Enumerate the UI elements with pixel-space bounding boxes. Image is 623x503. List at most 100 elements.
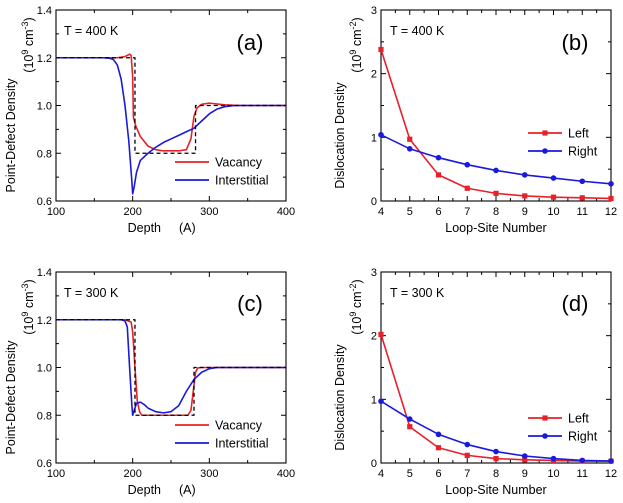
- x-axis-label: Depth: [128, 221, 161, 235]
- data-point-left: [407, 424, 413, 430]
- series-line-vacancy: [56, 318, 286, 417]
- y-unit-part: -3: [20, 283, 30, 291]
- y-unit-part: (10: [350, 317, 364, 335]
- y-tick-label: 1.4: [37, 267, 52, 279]
- legend-label-left: Left: [568, 127, 589, 141]
- x-tick-label: 12: [605, 468, 617, 480]
- data-point-right: [493, 167, 499, 174]
- y-unit-part: cm: [350, 29, 364, 49]
- x-tick-label: 400: [277, 468, 295, 480]
- x-tick-label: 4: [378, 206, 384, 218]
- series-line-profile: [56, 319, 286, 416]
- y-tick-label: 2: [371, 331, 377, 343]
- data-point-left: [435, 445, 442, 451]
- y-unit-part: -2: [348, 21, 358, 29]
- y-axis-unit: (109 cm-2): [348, 17, 364, 72]
- legend-marker: [542, 433, 548, 439]
- legend-label-right: Right: [568, 430, 598, 444]
- data-point-right: [608, 181, 614, 187]
- data-point-right: [406, 145, 413, 152]
- x-axis-label: Loop-Site Number: [445, 483, 546, 497]
- y-tick-label: 1.0: [37, 363, 52, 375]
- y-unit-part: cm: [22, 29, 36, 49]
- x-tick-label: 5: [407, 468, 413, 480]
- data-point-right: [579, 178, 586, 185]
- y-tick-label: 3: [371, 267, 377, 279]
- data-point-left: [435, 172, 442, 178]
- legend-marker: [542, 415, 548, 421]
- x-axis-unit: (A): [179, 483, 196, 497]
- data-point-left: [464, 452, 470, 458]
- x-axis-label: Depth: [128, 483, 161, 497]
- series-line-right: [381, 134, 611, 185]
- x-tick-label: 300: [200, 468, 218, 480]
- x-tick-label: 6: [435, 206, 441, 218]
- data-point-right: [406, 416, 413, 422]
- series-line-profile: [56, 57, 286, 154]
- y-axis-unit: (109 cm-3): [20, 17, 36, 72]
- x-tick-label: 8: [493, 206, 499, 218]
- legend-marker: [542, 148, 548, 154]
- x-tick-label: 400: [277, 206, 295, 218]
- data-point-left: [522, 457, 528, 463]
- data-point-right: [378, 131, 384, 138]
- x-tick-label: 100: [47, 468, 65, 480]
- legend-marker: [542, 130, 548, 136]
- y-tick-label: 0.8: [37, 148, 52, 160]
- x-tick-label: 200: [123, 206, 141, 218]
- y-axis-label: Dislocation Density: [333, 82, 347, 189]
- data-point-right: [608, 458, 614, 464]
- y-tick-label: 1.2: [37, 315, 52, 327]
- temperature-label: T = 300 K: [64, 286, 119, 300]
- series-line-vacancy: [56, 53, 286, 152]
- x-tick-label: 9: [522, 206, 528, 218]
- y-unit-part: 9: [20, 50, 30, 55]
- y-unit-part: cm: [350, 291, 364, 311]
- y-unit-part: ): [22, 279, 36, 283]
- y-unit-part: (10: [22, 55, 36, 73]
- x-tick-label: 11: [577, 468, 588, 480]
- x-tick-label: 7: [464, 206, 470, 218]
- series-line-interstitial: [56, 318, 286, 417]
- y-unit-part: -2: [348, 283, 358, 291]
- y-tick-label: 0.6: [37, 196, 52, 208]
- data-point-left: [522, 193, 528, 199]
- data-point-right: [521, 172, 528, 178]
- y-tick-label: 1: [371, 394, 377, 406]
- temperature-label: T = 400 K: [390, 24, 445, 38]
- legend-label-interstitial: Interstitial: [215, 174, 269, 188]
- x-tick-label: 6: [435, 468, 441, 480]
- x-tick-label: 200: [123, 468, 141, 480]
- data-point-left: [378, 46, 384, 53]
- y-unit-part: ): [350, 17, 364, 21]
- y-unit-part: (10: [350, 55, 364, 73]
- data-point-left: [493, 455, 499, 462]
- panel-label: (d): [562, 291, 589, 316]
- x-tick-label: 11: [577, 206, 588, 218]
- y-unit-part: 9: [348, 312, 358, 317]
- data-point-right: [579, 457, 586, 464]
- y-tick-label: 0: [371, 458, 377, 470]
- legend-label-interstitial: Interstitial: [215, 437, 269, 451]
- chart-panel-c: 100 200 300 400 0.6 0.8 1.0 1.2 1.4 Vacancy Inters…: [4, 267, 295, 497]
- legend-label-left: Left: [568, 412, 589, 426]
- data-point-left: [493, 190, 499, 196]
- data-point-left: [608, 195, 614, 202]
- data-point-left: [550, 194, 557, 200]
- data-point-right: [521, 453, 528, 459]
- legend-label-right: Right: [568, 145, 598, 159]
- y-tick-label: 1: [371, 132, 377, 144]
- x-tick-label: 10: [547, 468, 559, 480]
- y-unit-part: 9: [348, 50, 358, 55]
- y-unit-part: 9: [20, 312, 30, 317]
- temperature-label: T = 300 K: [390, 286, 445, 300]
- data-point-left: [579, 195, 585, 201]
- data-point-right: [550, 455, 557, 462]
- x-tick-label: 4: [378, 468, 384, 480]
- y-tick-label: 1.0: [37, 101, 52, 113]
- data-point-right: [464, 441, 471, 448]
- panel-label: (b): [562, 30, 589, 55]
